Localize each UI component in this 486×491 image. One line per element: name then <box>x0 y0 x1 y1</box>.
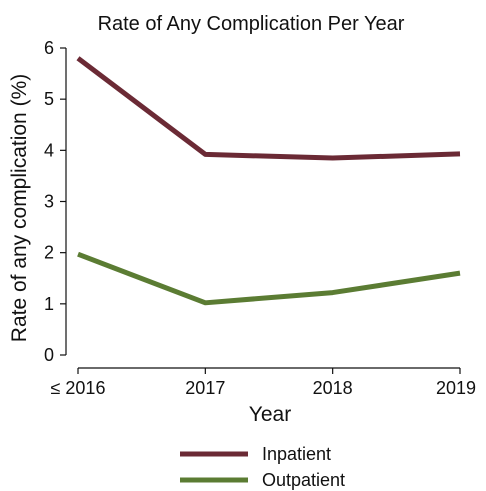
x-tick-label: 2017 <box>185 378 225 398</box>
y-tick-label: 2 <box>44 243 54 263</box>
series-line-inpatient <box>76 56 461 161</box>
legend: Inpatient Outpatient <box>180 444 345 490</box>
chart-title: Rate of Any Complication Per Year <box>98 13 405 35</box>
legend-label-outpatient: Outpatient <box>262 470 345 490</box>
legend-label-inpatient: Inpatient <box>262 444 331 464</box>
plot-area: 0 1 2 3 4 5 6 ≤ 2016 2017 2018 2019 <box>44 38 476 398</box>
x-tick-label: 2018 <box>313 378 353 398</box>
series-line-outpatient <box>77 251 461 306</box>
x-tick-label: ≤ 2016 <box>51 378 106 398</box>
y-tick-label: 5 <box>44 89 54 109</box>
x-axis-title: Year <box>249 403 291 426</box>
y-tick-label: 4 <box>44 140 54 160</box>
y-tick-label: 0 <box>44 345 54 365</box>
x-tick-label: 2019 <box>436 378 476 398</box>
y-tick-label: 3 <box>44 192 54 212</box>
y-tick-label: 1 <box>44 294 54 314</box>
y-axis-title: Rate of any complication (%) <box>8 74 31 342</box>
y-tick-label: 6 <box>44 38 54 58</box>
